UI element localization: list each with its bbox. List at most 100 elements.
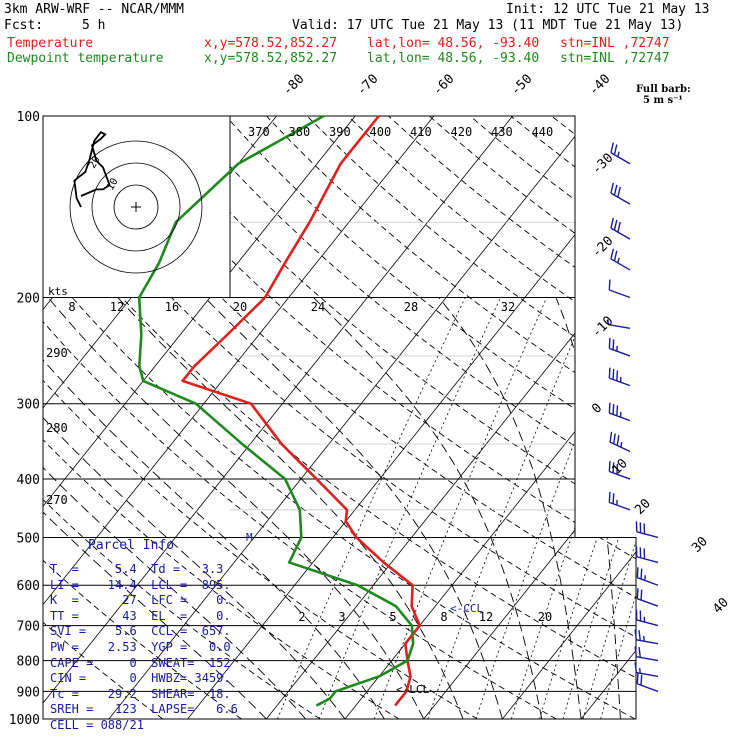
- isotherm-label: -80: [280, 72, 307, 99]
- isotherm-label: -40: [586, 72, 613, 99]
- theta-left-label: 270: [46, 493, 68, 507]
- barb-flag: [610, 182, 615, 194]
- isotherm-label: 30: [689, 534, 711, 556]
- mixing-ratio-label: 8: [68, 300, 75, 314]
- parcel-info-right: Td = 3.3: [136, 562, 224, 576]
- theta-label: 430: [491, 125, 513, 139]
- valid-time: Valid: 17 UTC Tue 21 May 13 (11 MDT Tue …: [292, 18, 684, 33]
- model-title: 3km ARW-WRF -- NCAR/MMM: [4, 2, 185, 17]
- wind-barb: [635, 546, 659, 564]
- mixing-ratio-line: [318, 297, 501, 719]
- parcel-info-right: LCL = 895.: [136, 577, 231, 592]
- hodograph-ring-label: 20: [87, 155, 103, 171]
- mixing-ratio-label: 32: [501, 300, 515, 314]
- barb-flag: [608, 337, 611, 349]
- dry-adiabat: [266, 116, 636, 719]
- wind-barb: [634, 646, 659, 662]
- barb-flag: [608, 402, 611, 414]
- barb-flag: [609, 431, 613, 443]
- wind-barb: [608, 491, 631, 511]
- barb-flag: [612, 339, 615, 350]
- barb-legend-line2: 5 m s⁻¹: [643, 95, 683, 106]
- barb-flag: [610, 142, 615, 153]
- parcel-info-right: LAPSE= 6.6: [136, 702, 238, 717]
- dry-adiabat: [43, 116, 242, 719]
- barb-flag: [638, 630, 641, 641]
- parcel-info-left: LI = 14.4: [50, 577, 137, 592]
- isotherm-label: -50: [508, 72, 535, 99]
- dry-adiabat: [469, 116, 636, 719]
- wind-barbs: [607, 142, 659, 693]
- wind-barb: [610, 248, 631, 271]
- wind-barb: [607, 319, 631, 330]
- dry-adiabat: [429, 116, 636, 719]
- barb-flag: [616, 370, 619, 381]
- pressure-tick-label: 800: [17, 655, 40, 670]
- dry-adiabat: [306, 116, 636, 719]
- parcel-info-row: SREH = 123 LAPSE= 6.6: [50, 702, 238, 716]
- barb-shaft: [609, 289, 631, 299]
- parcel-info-row: SVI = 5.6 CCL = 657.: [50, 624, 231, 638]
- parcel-info-left: CELL = 088/21: [50, 718, 144, 732]
- barb-flag: [612, 433, 616, 444]
- parcel-info-row: LI = 14.4 LCL = 895.: [50, 578, 231, 592]
- barb-flag: [616, 405, 619, 416]
- pressure-tick-label: 900: [17, 685, 40, 700]
- moist-adiabat: [204, 297, 503, 719]
- barb-flag: [636, 567, 639, 578]
- temperature-legend: Temperature: [7, 36, 94, 51]
- hodograph-unit: kts: [48, 285, 68, 298]
- wind-barb: [634, 662, 659, 678]
- fcst-value: 5 h: [82, 18, 106, 33]
- dry-adiabat: [43, 116, 321, 719]
- dewpoint-legend: Dewpoint temperature: [7, 51, 164, 66]
- parcel-info-left: Tc = 29.2: [50, 686, 137, 701]
- barb-flag: [640, 568, 643, 580]
- pressure-tick-label: 700: [17, 620, 40, 635]
- wind-barb: [608, 367, 631, 387]
- isotherm-label: -10: [589, 314, 616, 341]
- parcel-info-left: CAPE = 0: [50, 655, 137, 670]
- wind-barb: [610, 217, 631, 240]
- pressure-tick-label: 100: [17, 110, 40, 125]
- wind-barb: [608, 337, 631, 357]
- theta-label: 400: [370, 125, 392, 139]
- isotherm-line: [423, 116, 636, 719]
- barb-flag: [612, 462, 615, 473]
- barb-flag: [608, 491, 611, 503]
- mixing-ratio-label: 2: [298, 610, 305, 624]
- isotherm-line: [265, 116, 636, 719]
- barb-flag: [640, 589, 643, 601]
- barb-half-flag: [617, 257, 620, 264]
- dry-adiabat: [43, 116, 636, 719]
- fcst-label: Fcst:: [4, 18, 44, 33]
- pressure-tick-label: 600: [17, 579, 40, 594]
- wind-barb: [609, 431, 631, 453]
- barb-flag: [617, 221, 621, 233]
- isotherm-label: -60: [430, 72, 457, 99]
- parcel-info-right: LFC = 0.: [136, 593, 231, 608]
- parcel-info-row: K = 27 LFC = 0.: [50, 593, 231, 607]
- isotherm-line: [502, 116, 636, 719]
- barb-flag: [608, 367, 611, 379]
- barb-shaft: [608, 323, 631, 330]
- temperature-latlon: lat,lon= 48.56, -93.40: [367, 36, 540, 51]
- barb-flag: [634, 662, 638, 673]
- mixing-ratio-label: 28: [404, 300, 418, 314]
- wind-barb: [608, 402, 631, 422]
- wind-barb: [610, 142, 631, 165]
- barb-flag: [634, 646, 638, 657]
- wind-barb: [634, 629, 659, 645]
- wind-barb: [610, 182, 631, 205]
- mixing-ratio-line: [277, 297, 466, 719]
- melting-annotation: M: [246, 531, 253, 544]
- barb-flag: [634, 629, 638, 640]
- mixing-ratio-line: [475, 297, 632, 719]
- barb-flag: [613, 219, 618, 231]
- isotherm-label: 20: [632, 496, 654, 518]
- moist-adiabat: [555, 297, 621, 719]
- parcel-info-right: EL = 0.: [136, 608, 231, 623]
- profile-lines: [137, 114, 422, 707]
- parcel-info-right: SWEAT= 152: [136, 655, 231, 670]
